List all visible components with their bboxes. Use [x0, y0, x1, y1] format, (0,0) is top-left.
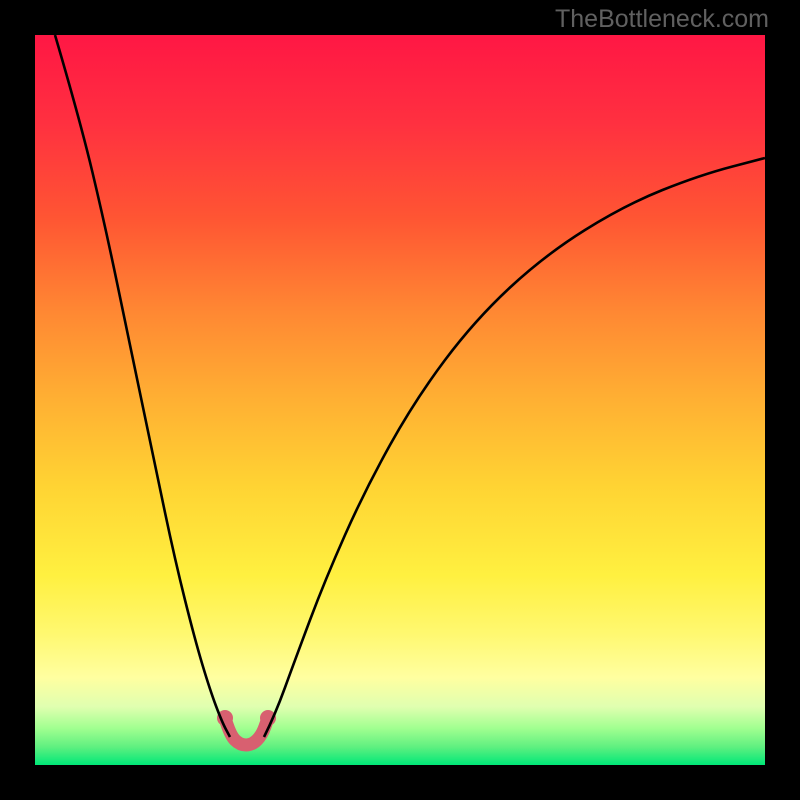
plot-background	[35, 35, 765, 765]
watermark-text: TheBottleneck.com	[555, 5, 769, 34]
bottleneck-chart	[0, 0, 800, 800]
